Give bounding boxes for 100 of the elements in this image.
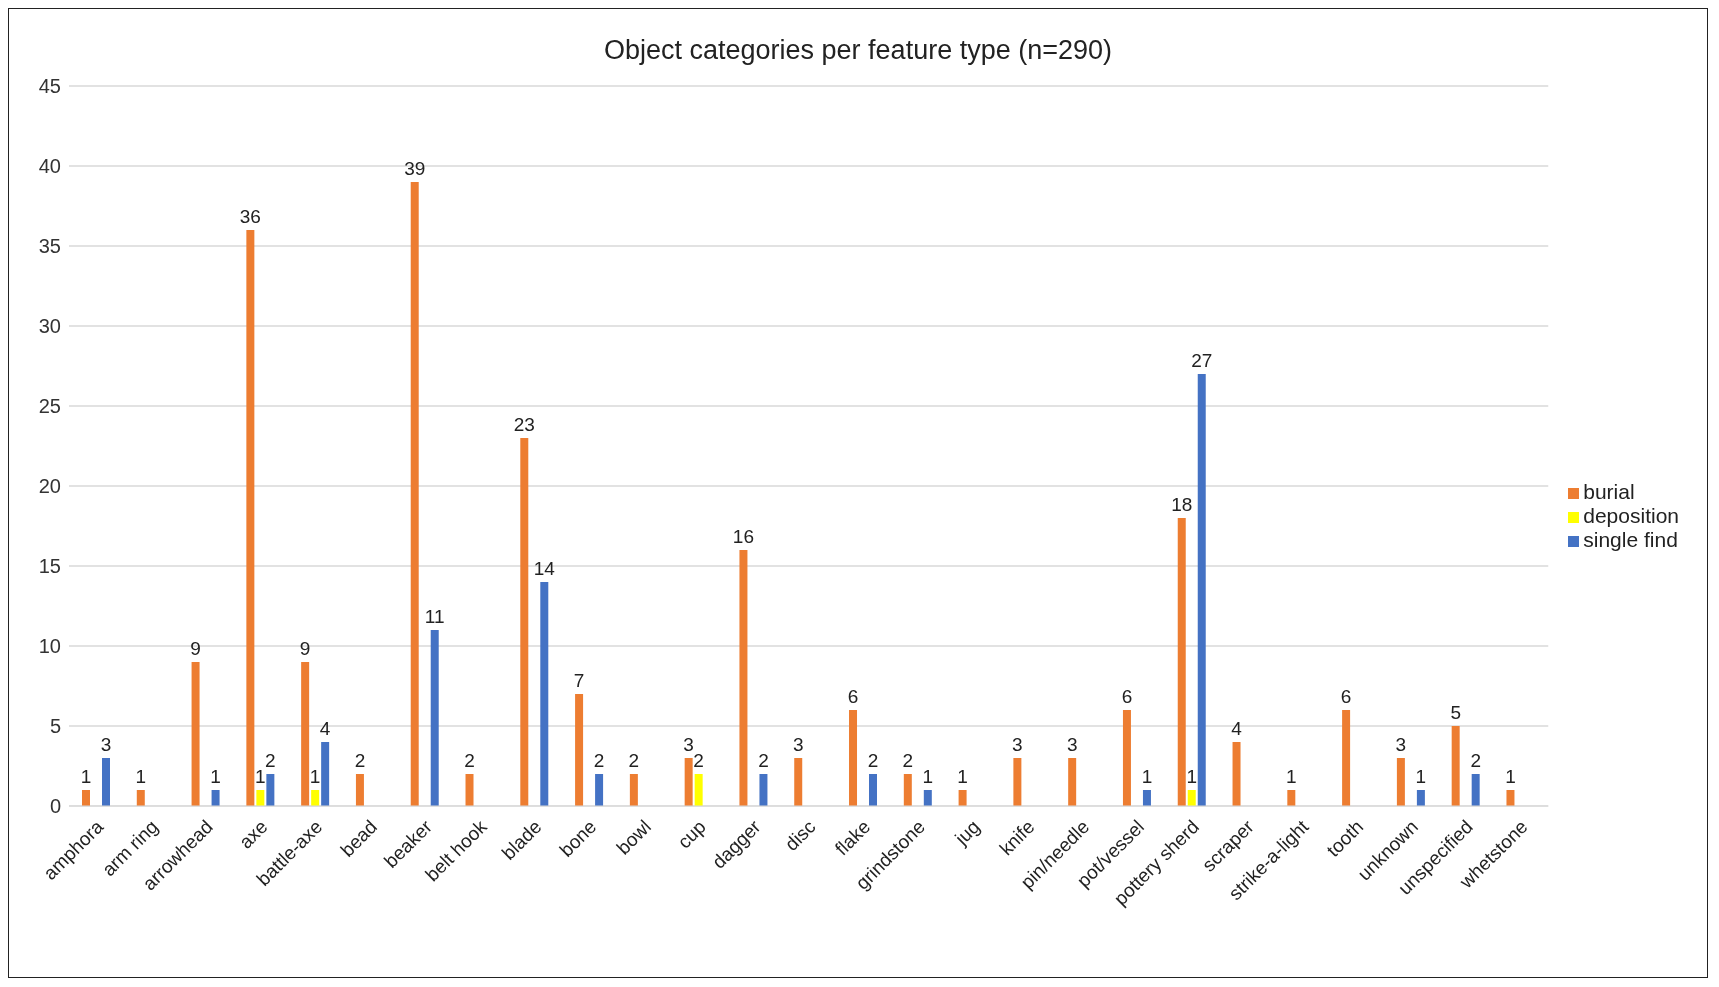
data-label: 3 — [1012, 734, 1023, 755]
data-label: 3 — [100, 734, 112, 755]
bar — [465, 774, 474, 806]
data-label: 3 — [683, 734, 694, 755]
bar — [1396, 758, 1405, 806]
data-label: 9 — [299, 638, 311, 659]
chart-title: Object categories per feature type (n=290) — [602, 34, 1113, 66]
y-tick-label: 40 — [38, 155, 61, 178]
data-label: 18 — [1171, 494, 1193, 515]
bar — [694, 774, 703, 806]
data-label: 4 — [1231, 718, 1243, 739]
data-label: 4 — [319, 718, 331, 739]
y-tick-label: 5 — [49, 715, 61, 738]
bar — [958, 790, 967, 806]
y-tick-label: 45 — [38, 75, 61, 98]
bar — [311, 790, 320, 806]
data-label: 5 — [1450, 702, 1461, 723]
x-tick-label: disc — [780, 815, 820, 855]
data-label: 11 — [424, 606, 445, 627]
y-tick-label: 25 — [38, 395, 61, 418]
data-label: 6 — [847, 686, 859, 707]
bar — [211, 790, 220, 806]
data-label: 1 — [1141, 766, 1153, 787]
bar — [923, 790, 932, 806]
bar — [301, 662, 310, 806]
bar — [1122, 710, 1131, 806]
bar — [1142, 790, 1151, 806]
bar — [1197, 374, 1206, 806]
bar — [1451, 726, 1460, 806]
data-label: 2 — [354, 750, 366, 771]
y-tick-label: 30 — [38, 315, 61, 338]
y-tick-label: 0 — [49, 795, 61, 818]
data-label: 16 — [732, 526, 755, 547]
bar — [1068, 758, 1077, 806]
bar — [266, 774, 275, 806]
bar — [256, 790, 265, 806]
data-label: 3 — [1395, 734, 1407, 755]
data-label: 2 — [758, 750, 769, 771]
bar — [102, 758, 110, 806]
bar — [794, 758, 803, 806]
bar — [1342, 710, 1351, 806]
data-label: 23 — [513, 414, 535, 435]
data-label: 2 — [902, 750, 914, 771]
data-label: 2 — [693, 750, 704, 771]
bar — [520, 438, 529, 806]
bar — [629, 774, 638, 806]
data-label: 6 — [1340, 686, 1352, 707]
data-label: 27 — [1191, 350, 1213, 371]
data-label: 1 — [309, 766, 321, 787]
bar — [355, 774, 364, 806]
bar — [759, 774, 768, 806]
data-label: 1 — [1286, 766, 1297, 787]
data-label: 2 — [265, 750, 276, 771]
data-label: 2 — [867, 750, 879, 771]
data-label: 1 — [922, 766, 934, 787]
y-tick-label: 15 — [38, 555, 61, 578]
data-label: 1 — [255, 766, 266, 787]
bar — [1013, 758, 1022, 806]
bar — [595, 774, 604, 806]
x-tick-label: cup — [673, 815, 710, 853]
bar — [1232, 742, 1241, 806]
data-label: 9 — [190, 638, 201, 659]
data-label: 7 — [573, 670, 585, 691]
bar — [1177, 518, 1186, 806]
data-label: 3 — [792, 734, 804, 755]
bar — [684, 758, 693, 806]
bar — [575, 694, 584, 806]
bar — [410, 182, 419, 806]
data-label: 1 — [1505, 766, 1516, 787]
data-label: 1 — [210, 766, 221, 787]
data-label: 2 — [1470, 750, 1481, 771]
bar — [1416, 790, 1425, 806]
data-label: 39 — [404, 158, 426, 179]
data-label: 36 — [239, 206, 261, 227]
bar — [430, 630, 439, 806]
bar — [1287, 790, 1296, 806]
bar — [849, 710, 858, 806]
data-label: 1 — [80, 766, 92, 787]
x-tick-label: jug — [950, 815, 984, 850]
data-label: 1 — [957, 766, 968, 787]
bar — [1506, 790, 1515, 806]
data-label: 1 — [1415, 766, 1427, 787]
bar — [246, 230, 255, 806]
data-label: 1 — [1186, 766, 1198, 787]
bar — [136, 790, 145, 806]
data-label: 14 — [533, 558, 556, 579]
bar — [321, 742, 330, 806]
legend-label: burial — [1583, 480, 1635, 503]
data-label: 6 — [1121, 686, 1133, 707]
data-label: 1 — [135, 766, 147, 787]
y-tick-label: 20 — [38, 475, 61, 498]
data-label: 2 — [593, 750, 605, 771]
legend-label: deposition — [1583, 504, 1679, 527]
bar — [1187, 790, 1196, 806]
data-label: 2 — [628, 750, 640, 771]
bar — [903, 774, 912, 806]
bar — [540, 582, 549, 806]
bar — [82, 790, 90, 806]
data-label: 3 — [1066, 734, 1078, 755]
y-tick-label: 35 — [38, 235, 61, 258]
